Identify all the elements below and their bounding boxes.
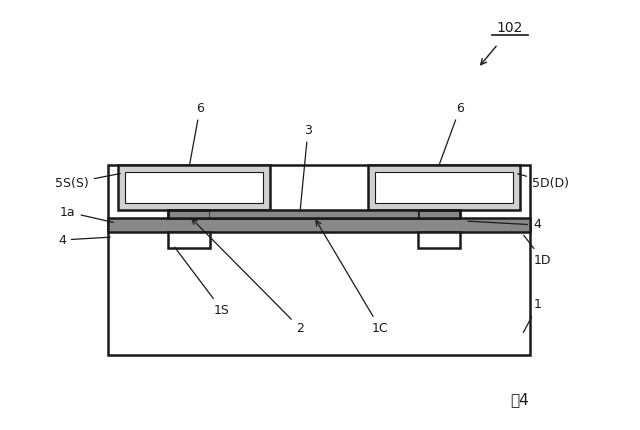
Text: 5S(S): 5S(S)	[55, 174, 120, 190]
Text: 6: 6	[189, 101, 204, 165]
Text: 4: 4	[58, 233, 110, 246]
Text: 図4: 図4	[511, 393, 529, 408]
Bar	[108, 165, 530, 355]
Text: 102: 102	[497, 21, 523, 35]
Bar	[108, 218, 530, 232]
Bar	[125, 172, 263, 203]
Text: 1: 1	[524, 298, 542, 332]
Text: 4: 4	[468, 218, 541, 231]
Text: 6: 6	[439, 101, 464, 166]
Text: 1C: 1C	[316, 221, 388, 335]
Bar	[210, 210, 418, 218]
Text: 2: 2	[192, 219, 304, 335]
Bar	[368, 165, 520, 210]
Text: 3: 3	[300, 123, 312, 209]
Bar	[118, 165, 270, 210]
Bar	[168, 232, 210, 248]
Text: 1S: 1S	[175, 247, 230, 316]
Bar	[418, 210, 460, 218]
Bar	[418, 232, 460, 248]
Text: 1a: 1a	[60, 206, 113, 222]
Text: 5D(D): 5D(D)	[518, 174, 569, 190]
Bar	[375, 172, 513, 203]
Bar	[168, 210, 210, 218]
Text: 1D: 1D	[524, 235, 552, 267]
